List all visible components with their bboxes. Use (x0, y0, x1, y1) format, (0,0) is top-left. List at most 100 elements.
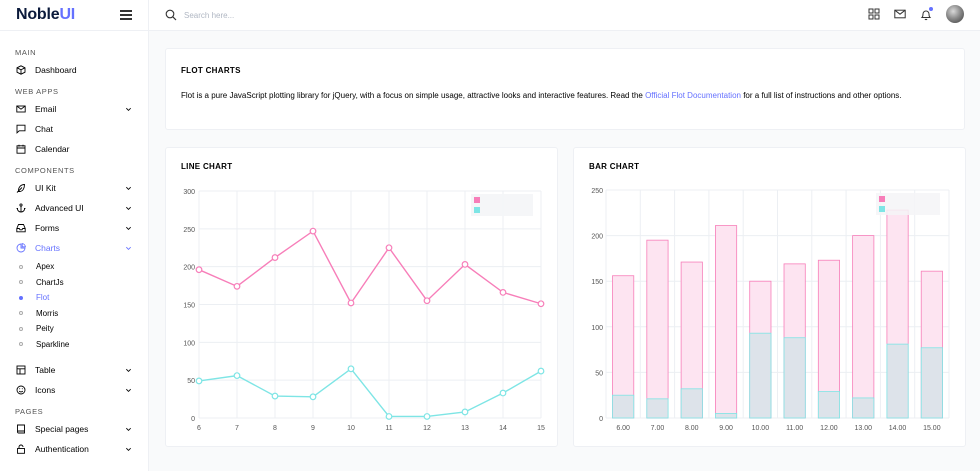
sidebar-item-label: Dashboard (35, 65, 77, 75)
mail-icon (16, 104, 26, 114)
x-tick-label: 8.00 (685, 425, 699, 432)
sidebar-subitem-label: Morris (36, 308, 59, 318)
x-tick-label: 12.00 (820, 425, 838, 432)
sidebar-item-label: Table (35, 365, 56, 375)
sidebar-item-dashboard[interactable]: Dashboard (0, 60, 148, 80)
sidebar-item-label: Special pages (35, 424, 89, 434)
brand-name-main: Noble (16, 6, 60, 23)
feather-icon (16, 183, 26, 193)
notifications-button[interactable] (920, 7, 933, 21)
bar-series-1 (715, 225, 738, 419)
sidebar-item-label: Calendar (35, 144, 70, 154)
nav-category-pages: PAGES (15, 407, 44, 416)
intro-text-after: for a full list of instructions and othe… (740, 91, 902, 100)
chevron-down-icon (126, 368, 131, 372)
y-tick-label: 50 (187, 378, 195, 385)
data-point (233, 282, 241, 290)
data-point (195, 266, 203, 274)
bar-series-2 (749, 332, 772, 419)
sidebar-subitem-label: Flot (36, 293, 50, 303)
sidebar-item-label: Authentication (35, 444, 89, 454)
bar-series-2 (920, 347, 943, 419)
sidebar-item-forms[interactable]: Forms (0, 218, 148, 238)
avatar[interactable] (946, 5, 964, 23)
data-point (499, 389, 507, 397)
sidebar-item-ui-kit[interactable]: UI Kit (0, 178, 148, 198)
data-point (385, 244, 393, 252)
sidebar-item-label: UI Kit (35, 183, 56, 193)
x-tick-label: 13.00 (854, 425, 872, 432)
sidebar-subitem-apex[interactable]: Apex (0, 259, 148, 275)
menu-toggle-icon[interactable] (120, 10, 132, 20)
sidebar-subitem-label: Peity (36, 324, 54, 334)
sidebar-item-special-pages[interactable]: Special pages (0, 419, 148, 439)
charts-submenu: Apex ChartJs Flot Morris Peity Sparkline (0, 258, 148, 352)
x-tick-label: 12 (423, 425, 431, 432)
legend-swatch-series-2 (474, 207, 480, 213)
bar-series-2 (783, 337, 806, 419)
sidebar-nav: MAIN Dashboard WEB APPS Email Chat Calen… (0, 31, 148, 459)
sidebar: NobleUI MAIN Dashboard WEB APPS Email Ch… (0, 0, 149, 471)
chevron-down-icon (126, 388, 131, 392)
data-point (537, 367, 545, 375)
notification-indicator (929, 7, 933, 11)
brand-name-accent: UI (59, 6, 76, 23)
bullet-icon (19, 280, 23, 285)
nav-category-web-apps: WEB APPS (15, 87, 59, 96)
x-tick-label: 10.00 (752, 425, 770, 432)
sidebar-subitem-morris[interactable]: Morris (0, 306, 148, 322)
sidebar-item-authentication[interactable]: Authentication (0, 439, 148, 459)
card-title: BAR CHART (589, 162, 640, 171)
sidebar-item-icons[interactable]: Icons (0, 380, 148, 400)
sidebar-item-table[interactable]: Table (0, 360, 148, 380)
sidebar-item-label: Chat (35, 124, 53, 134)
chevron-down-icon (126, 226, 131, 230)
sidebar-item-label: Icons (35, 385, 56, 395)
smile-icon (16, 385, 26, 395)
sidebar-subitem-chartjs[interactable]: ChartJs (0, 275, 148, 291)
sidebar-subitem-label: ChartJs (36, 277, 64, 287)
search-input[interactable] (184, 7, 384, 23)
chevron-down-icon (126, 427, 131, 431)
sidebar-item-label: Charts (35, 243, 61, 253)
nav-category-components: COMPONENTS (15, 166, 75, 175)
data-point (537, 300, 545, 308)
search-icon[interactable] (165, 9, 177, 21)
x-tick-label: 9 (311, 425, 315, 432)
mail-icon[interactable] (894, 8, 906, 20)
sidebar-item-charts[interactable]: Charts (0, 238, 148, 258)
flot-documentation-link[interactable]: Official Flot Documentation (645, 91, 741, 100)
x-tick-label: 13 (461, 425, 469, 432)
bar-series-2 (612, 394, 635, 419)
data-point (271, 392, 279, 400)
chevron-down-icon (126, 107, 131, 111)
x-tick-label: 7.00 (651, 425, 665, 432)
bar-chart-card: BAR CHART 0 50 100 150 200 250 6.00 7.00 8.00 9.0… (573, 147, 966, 447)
sidebar-subitem-peity[interactable]: Peity (0, 321, 148, 337)
sidebar-item-chat[interactable]: Chat (0, 119, 148, 139)
x-tick-label: 14.00 (889, 425, 907, 432)
unlock-icon (16, 444, 26, 454)
y-tick-label: 150 (591, 279, 603, 286)
y-tick-label: 250 (591, 188, 603, 195)
sidebar-item-calendar[interactable]: Calendar (0, 139, 148, 159)
bar-series-1 (646, 239, 669, 419)
x-tick-label: 9.00 (719, 425, 733, 432)
sidebar-subitem-flot[interactable]: Flot (0, 290, 148, 306)
sidebar-item-email[interactable]: Email (0, 99, 148, 119)
brand-logo[interactable]: NobleUI (16, 6, 75, 24)
calendar-icon (16, 144, 26, 154)
intro-description: Flot is a pure JavaScript plotting libra… (181, 89, 951, 103)
data-point (347, 299, 355, 307)
y-tick-label: 300 (183, 189, 195, 196)
data-point (385, 413, 393, 420)
sidebar-subitem-sparkline[interactable]: Sparkline (0, 337, 148, 353)
grid-icon[interactable] (868, 8, 880, 20)
bar-series-2 (646, 398, 669, 419)
bar-series-2 (715, 413, 738, 419)
bar-series-2 (852, 397, 875, 419)
inbox-icon (16, 223, 26, 233)
sidebar-item-label: Advanced UI (35, 203, 84, 213)
sidebar-item-advanced-ui[interactable]: Advanced UI (0, 198, 148, 218)
top-icons (868, 5, 964, 23)
